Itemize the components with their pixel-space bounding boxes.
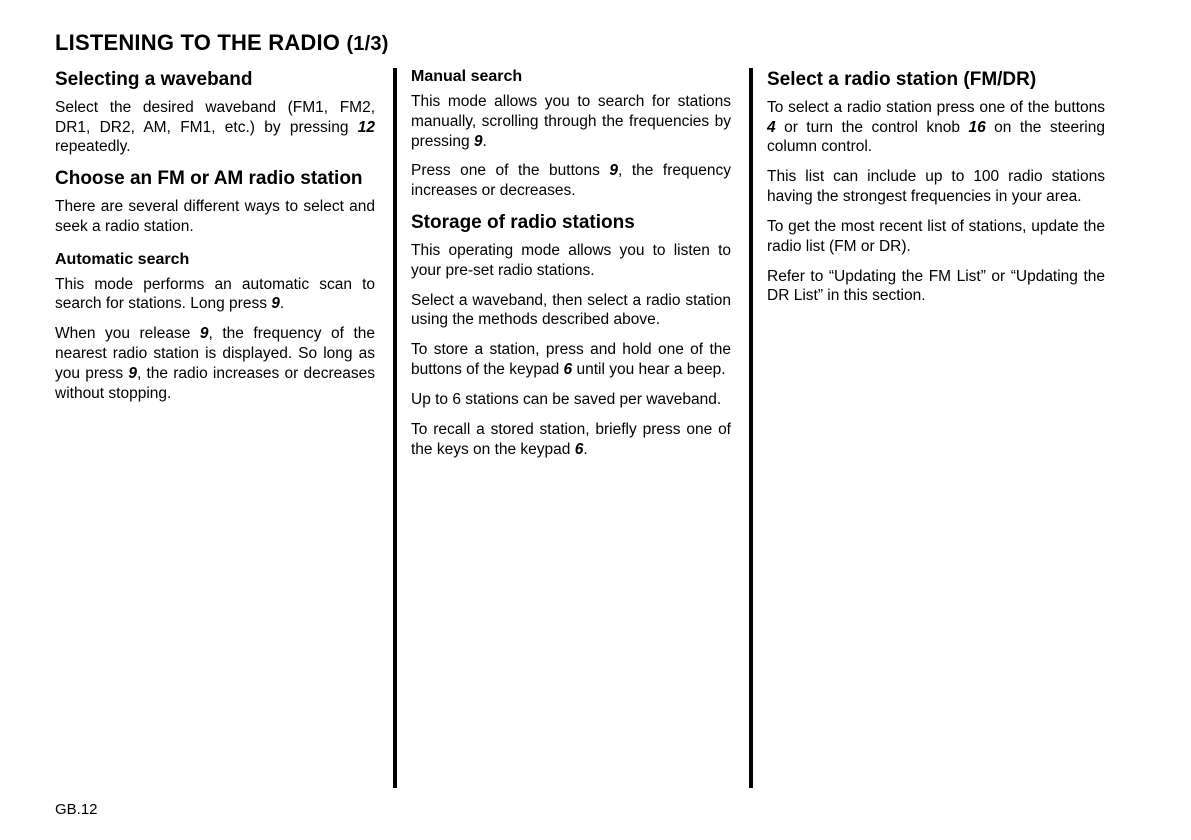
text: This mode performs an automatic scan to … [55,276,375,313]
para-select-3: To get the most recent list of stations,… [767,217,1105,257]
para-manual-2: Press one of the buttons 9, the frequenc… [411,161,731,201]
page-title-main: LISTENING TO THE RADIO [55,30,340,55]
para-select-4: Refer to “Updating the FM List” or “Upda… [767,267,1105,307]
text: This mode allows you to search for stati… [411,93,731,150]
text: repeatedly. [55,138,131,155]
ref-9: 9 [271,295,280,312]
ref-12: 12 [358,119,375,136]
heading-storage: Storage of radio stations [411,211,731,235]
para-auto-1: This mode performs an automatic scan to … [55,275,375,315]
columns-container: Selecting a waveband Select the desired … [55,68,1136,788]
column-separator-2 [749,68,753,788]
para-storage-4: Up to 6 stations can be saved per waveba… [411,390,731,410]
para-selecting-waveband: Select the desired waveband (FM1, FM2, D… [55,98,375,157]
text: When you release [55,325,200,342]
para-storage-2: Select a waveband, then select a radio s… [411,291,731,331]
text: Select the desired waveband (FM1, FM2, D… [55,99,375,136]
para-auto-2: When you release 9, the frequency of the… [55,324,375,403]
para-choose-fm-am: There are several different ways to sele… [55,197,375,237]
para-select-2: This list can include up to 100 radio st… [767,167,1105,207]
text: To recall a stored station, briefly pres… [411,421,731,458]
text: or turn the control knob [776,119,969,136]
para-storage-5: To recall a stored station, briefly pres… [411,420,731,460]
heading-automatic-search: Automatic search [55,251,375,269]
ref-9: 9 [474,133,483,150]
ref-9: 9 [128,365,137,382]
heading-manual-search: Manual search [411,68,731,86]
para-storage-3: To store a station, press and hold one o… [411,340,731,380]
page-number: GB.12 [55,801,98,818]
heading-selecting-waveband: Selecting a waveband [55,68,375,92]
ref-9: 9 [609,162,618,179]
ref-4: 4 [767,119,776,136]
text: . [280,295,284,312]
heading-choose-fm-am: Choose an FM or AM radio station [55,167,375,191]
page-title: LISTENING TO THE RADIO (1/3) [55,30,1136,56]
text: . [483,133,487,150]
column-left: Selecting a waveband Select the desired … [55,68,393,788]
para-storage-1: This operating mode allows you to listen… [411,241,731,281]
heading-select-station: Select a radio station (FM/DR) [767,68,1105,92]
text: . [583,441,587,458]
ref-9: 9 [200,325,209,342]
column-right: Select a radio station (FM/DR) To select… [767,68,1105,788]
text: Press one of the buttons [411,162,609,179]
ref-16: 16 [968,119,985,136]
page-title-counter: (1/3) [346,33,388,55]
text: until you hear a beep. [572,361,725,378]
column-separator-1 [393,68,397,788]
page: LISTENING TO THE RADIO (1/3) Selecting a… [0,0,1191,840]
para-manual-1: This mode allows you to search for stati… [411,92,731,151]
para-select-1: To select a radio station press one of t… [767,98,1105,157]
ref-6: 6 [564,361,573,378]
column-middle: Manual search This mode allows you to se… [411,68,749,788]
text: To select a radio station press one of t… [767,99,1105,116]
